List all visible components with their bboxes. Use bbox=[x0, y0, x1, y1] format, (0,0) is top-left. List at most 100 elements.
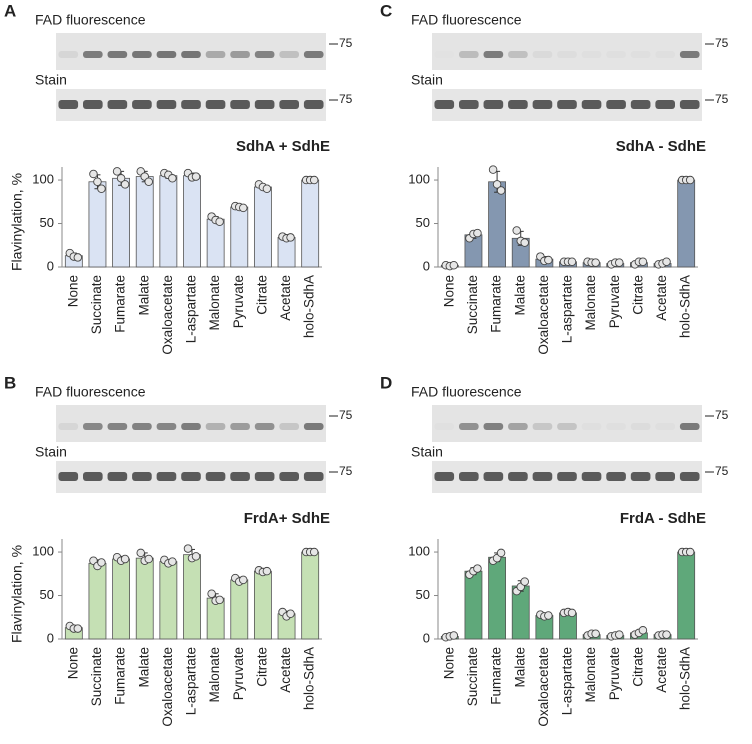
fluorescence-band bbox=[205, 423, 226, 430]
x-tick-label: holo-SdhA bbox=[678, 647, 693, 710]
bar bbox=[183, 554, 201, 640]
chart-title: FrdA - SdhE bbox=[620, 510, 706, 527]
fluorescence-band bbox=[303, 51, 324, 58]
stain-band bbox=[156, 472, 177, 481]
fluorescence-band bbox=[230, 423, 250, 430]
x-tick-label: Fumarate bbox=[113, 647, 128, 705]
fluorescence-band bbox=[483, 51, 504, 58]
data-point bbox=[144, 554, 153, 564]
stain-band bbox=[581, 100, 602, 109]
stain-band bbox=[508, 472, 528, 481]
data-point bbox=[215, 217, 224, 227]
x-tick-label: holo-SdhA bbox=[302, 275, 317, 338]
data-point bbox=[112, 167, 122, 176]
x-tick-label: L-aspartate bbox=[184, 647, 199, 715]
stain-band bbox=[181, 100, 201, 109]
x-tick-label: holo-SdhA bbox=[678, 275, 693, 338]
fluorescence-band bbox=[606, 51, 626, 58]
bar bbox=[253, 186, 272, 268]
stain-band bbox=[483, 100, 504, 109]
x-tick-label: holo-SdhA bbox=[302, 647, 317, 710]
fluorescence-band bbox=[434, 423, 454, 430]
stain-band bbox=[58, 100, 79, 109]
data-point bbox=[544, 255, 553, 265]
data-point bbox=[473, 228, 482, 238]
marker-label: 75 bbox=[715, 92, 729, 106]
x-tick-label: L-aspartate bbox=[560, 275, 575, 343]
data-point bbox=[520, 238, 529, 247]
x-tick-label: Oxaloacetate bbox=[536, 275, 551, 355]
data-point bbox=[120, 554, 130, 564]
stain-band bbox=[303, 100, 324, 109]
fluorescence-band bbox=[581, 51, 602, 58]
data-point bbox=[685, 175, 695, 185]
x-tick-label: None bbox=[65, 647, 80, 679]
x-tick-label: Citrate bbox=[254, 647, 269, 687]
x-tick-label: Citrate bbox=[630, 275, 645, 315]
stain-band bbox=[630, 472, 651, 481]
stain-band bbox=[557, 472, 577, 481]
y-tick-label: 100 bbox=[408, 171, 430, 186]
panel-label: D bbox=[380, 373, 392, 392]
data-point bbox=[638, 626, 648, 635]
fluorescence-band bbox=[58, 51, 79, 58]
bar bbox=[159, 175, 178, 268]
panel-label: C bbox=[380, 1, 392, 20]
fluorescence-band bbox=[303, 423, 324, 430]
bar bbox=[488, 181, 506, 268]
stain-band bbox=[606, 100, 626, 109]
fluorescence-band bbox=[107, 423, 128, 430]
fluorescence-band bbox=[679, 51, 700, 58]
fluorescence-band bbox=[83, 423, 103, 430]
fluorescence-band bbox=[630, 423, 651, 430]
y-tick-label: 50 bbox=[40, 215, 54, 230]
x-tick-label: Succinate bbox=[89, 647, 104, 706]
stain-band bbox=[205, 100, 226, 109]
data-point bbox=[591, 629, 600, 639]
data-point bbox=[144, 177, 153, 187]
data-point bbox=[73, 253, 83, 262]
x-tick-label: Malonate bbox=[207, 647, 222, 703]
fluorescence-band bbox=[254, 423, 275, 430]
data-point bbox=[615, 630, 624, 639]
gel-label: Stain bbox=[35, 72, 67, 88]
bar bbox=[677, 179, 696, 268]
x-tick-label: Malate bbox=[136, 647, 151, 688]
data-point bbox=[496, 186, 506, 195]
bar bbox=[135, 176, 154, 268]
stain-band bbox=[156, 100, 177, 109]
fluorescence-band bbox=[279, 423, 299, 430]
gel-label: Stain bbox=[411, 444, 443, 460]
bar bbox=[206, 218, 225, 268]
gel-label: FAD fluorescence bbox=[35, 384, 146, 400]
data-point bbox=[685, 547, 695, 557]
data-point bbox=[492, 180, 502, 189]
x-tick-label: Pyruvate bbox=[231, 275, 246, 328]
fluorescence-band bbox=[230, 51, 250, 58]
stain-band bbox=[132, 472, 152, 481]
data-point bbox=[93, 177, 102, 187]
data-point bbox=[262, 566, 272, 576]
y-tick-label: 0 bbox=[47, 258, 54, 273]
stain-band bbox=[205, 472, 226, 481]
marker-label: 75 bbox=[339, 408, 353, 422]
bar bbox=[559, 612, 577, 640]
x-tick-label: Fumarate bbox=[489, 275, 504, 333]
y-tick-label: 50 bbox=[40, 587, 54, 602]
y-tick-label: 0 bbox=[423, 258, 430, 273]
bar bbox=[112, 558, 130, 640]
stain-band bbox=[557, 100, 577, 109]
x-tick-label: Malonate bbox=[583, 647, 598, 703]
data-point bbox=[136, 548, 145, 558]
stain-band bbox=[532, 100, 553, 109]
data-point bbox=[449, 261, 459, 270]
gel-label: Stain bbox=[411, 72, 443, 88]
fluorescence-band bbox=[508, 423, 528, 430]
chart-title: SdhA + SdhE bbox=[236, 138, 330, 155]
data-point bbox=[286, 233, 295, 242]
marker-label: 75 bbox=[339, 464, 353, 478]
data-point bbox=[591, 258, 600, 267]
stain-band bbox=[254, 100, 275, 109]
fluorescence-band bbox=[459, 51, 479, 58]
x-tick-label: Oxaloacetate bbox=[160, 647, 175, 727]
